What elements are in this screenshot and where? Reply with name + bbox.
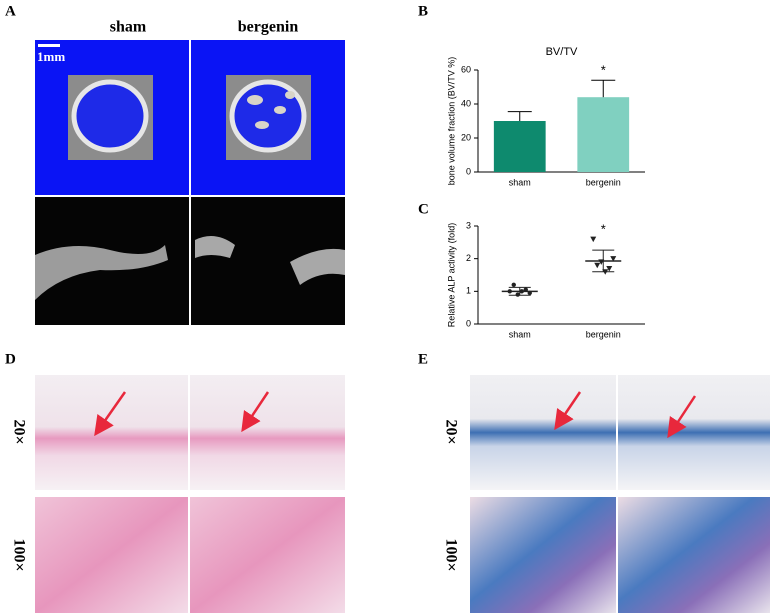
panel-label: D — [5, 351, 16, 367]
x-tick-label: sham — [509, 177, 531, 187]
x-tick-label: sham — [509, 329, 531, 339]
bar — [493, 121, 546, 172]
point — [610, 256, 617, 262]
point — [594, 262, 601, 269]
y-axis-label: Relative ALP activity (fold) — [446, 223, 456, 327]
y-tick-label: 2 — [466, 253, 471, 263]
point — [590, 236, 597, 243]
panel-label: C — [418, 201, 429, 217]
magnification: 100× — [10, 538, 27, 571]
ct-bone — [290, 248, 345, 285]
defect — [71, 79, 149, 153]
x-tick-label: bergenin — [586, 329, 621, 339]
arrow — [241, 391, 270, 433]
group-label: sham — [110, 19, 147, 36]
significance: * — [601, 63, 606, 78]
new-bone — [247, 91, 295, 129]
significance: * — [601, 222, 606, 237]
magnification: 20× — [442, 419, 459, 444]
bar — [577, 97, 630, 172]
scale-label: 1mm — [37, 49, 65, 64]
arrow — [94, 391, 127, 437]
histology-image — [35, 497, 188, 613]
y-tick-label: 20 — [461, 132, 471, 142]
y-tick-label: 3 — [466, 220, 471, 230]
x-tick-label: bergenin — [586, 177, 621, 187]
histology-image — [470, 497, 616, 613]
y-tick-label: 40 — [461, 98, 471, 108]
group-label: bergenin — [238, 19, 299, 36]
chart-title: BV/TV — [546, 46, 578, 58]
panel-label: E — [418, 351, 428, 367]
arrow — [554, 391, 582, 431]
histology-image — [35, 375, 188, 490]
y-axis-label: bone volume fraction (BV/TV %) — [446, 57, 456, 186]
histology-image — [618, 375, 770, 490]
scale-bar — [38, 44, 60, 47]
y-tick-label: 0 — [466, 166, 471, 176]
magnification: 20× — [10, 419, 27, 444]
magnification: 100× — [442, 538, 459, 571]
histology-image — [470, 375, 616, 490]
y-tick-label: 1 — [466, 286, 471, 296]
ct-bone — [195, 236, 235, 258]
panel-label: A — [5, 3, 16, 19]
y-tick-label: 60 — [461, 64, 471, 74]
ct-bone — [35, 245, 168, 300]
histology-image — [618, 497, 770, 613]
histology-image — [190, 497, 345, 613]
panel-label: B — [418, 3, 428, 19]
y-tick-label: 0 — [466, 318, 471, 328]
arrow — [667, 395, 697, 439]
point — [511, 282, 516, 287]
point — [606, 265, 613, 272]
